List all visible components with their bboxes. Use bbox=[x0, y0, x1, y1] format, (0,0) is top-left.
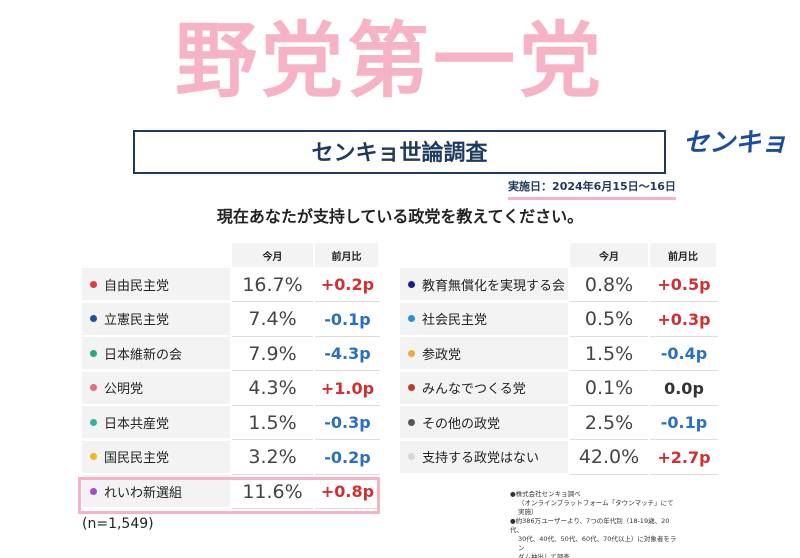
party-label: 支持する政党はない bbox=[422, 451, 540, 466]
party-label: 教育無償化を実現する会 bbox=[422, 278, 566, 294]
change: +0.8p bbox=[315, 475, 380, 509]
party-dot bbox=[408, 280, 415, 288]
change: +0.3p bbox=[650, 303, 718, 337]
date: 実施日：2024年6月15日～16日 bbox=[508, 178, 676, 200]
party-name: 公明党 bbox=[82, 371, 230, 406]
party-dot bbox=[408, 384, 415, 391]
value: 2.5% bbox=[570, 406, 648, 440]
column-header: 前月比 bbox=[315, 243, 378, 267]
change: -0.1p bbox=[315, 303, 380, 337]
party-dot bbox=[408, 453, 415, 460]
party-dot bbox=[90, 453, 97, 460]
party-label: 国民民主党 bbox=[104, 451, 170, 466]
value: 16.7% bbox=[232, 268, 313, 302]
party-dot bbox=[408, 418, 415, 426]
party-name: 自由民主党 bbox=[82, 268, 230, 302]
party-name: 国民民主党 bbox=[82, 440, 230, 475]
party-dot bbox=[90, 384, 97, 391]
party-label: 日本共産党 bbox=[104, 416, 170, 432]
value: 3.2% bbox=[232, 441, 313, 475]
title: 野党第一党 bbox=[174, 14, 605, 109]
party-dot bbox=[408, 349, 415, 357]
column-header: 今月 bbox=[570, 243, 648, 267]
question: 現在あなたが支持している政党を教えてください。 bbox=[216, 207, 584, 226]
change: -0.3p bbox=[315, 406, 380, 440]
change: 0.0p bbox=[650, 372, 718, 406]
party-dot bbox=[90, 315, 97, 322]
party-dot bbox=[90, 418, 97, 426]
logo: センキョ bbox=[683, 128, 788, 158]
change: +0.5p bbox=[650, 268, 718, 302]
party-name: 参政党 bbox=[400, 337, 568, 371]
party-name: 日本共産党 bbox=[82, 406, 230, 440]
party-label: 立憲民主党 bbox=[104, 313, 170, 328]
value: 7.4% bbox=[232, 303, 313, 337]
note-line: ダム抽出して調査 bbox=[518, 553, 570, 558]
party-name: 教育無償化を実現する会 bbox=[400, 268, 568, 302]
party-label: 日本維新の会 bbox=[104, 347, 183, 363]
party-label: 参政党 bbox=[422, 347, 462, 363]
value: 1.5% bbox=[570, 337, 648, 371]
party-dot bbox=[90, 280, 97, 288]
notes: ●株式会社センキョ調べ （オンラインプラットフォーム「タウンマッチ」にて実施） ●約… bbox=[510, 490, 680, 558]
column-header: 今月 bbox=[232, 243, 313, 267]
value: 0.5% bbox=[570, 303, 648, 337]
sample-size: (n=1,549) bbox=[82, 516, 154, 532]
change: -4.3p bbox=[315, 337, 380, 371]
note-line: ●約386万ユーザーより、7つの年代別（18-19歳、20代、 bbox=[510, 517, 670, 534]
party-label: その他の政党 bbox=[422, 416, 501, 432]
value: 4.3% bbox=[232, 372, 313, 406]
note-line: （オンラインプラットフォーム「タウンマッチ」にて実施） bbox=[518, 499, 674, 516]
party-label: れいわ新選組 bbox=[104, 485, 183, 501]
value: 0.8% bbox=[570, 268, 648, 302]
note-line: ●株式会社センキョ調べ bbox=[510, 490, 581, 498]
party-name: その他の政党 bbox=[400, 406, 568, 440]
change: +1.0p bbox=[315, 372, 380, 406]
column-header: 前月比 bbox=[650, 243, 716, 267]
value: 11.6% bbox=[232, 475, 313, 509]
party-name: 社会民主党 bbox=[400, 302, 568, 337]
party-label: 自由民主党 bbox=[104, 278, 170, 294]
party-name: れいわ新選組 bbox=[82, 475, 230, 509]
party-dot bbox=[90, 349, 97, 357]
subtitle: センキョ世論調査 bbox=[133, 130, 666, 174]
change: +2.7p bbox=[650, 441, 718, 475]
value: 1.5% bbox=[232, 406, 313, 440]
value: 7.9% bbox=[232, 337, 313, 371]
party-name: みんなでつくる党 bbox=[400, 371, 568, 406]
party-name: 立憲民主党 bbox=[82, 302, 230, 337]
party-dot bbox=[90, 487, 97, 495]
change: -0.4p bbox=[650, 337, 718, 371]
party-dot bbox=[408, 315, 415, 322]
note-line: 30代、40代、50代、60代、70代以上）に対象者をラン bbox=[518, 535, 677, 552]
change: +0.2p bbox=[315, 268, 380, 302]
change: -0.2p bbox=[315, 441, 380, 475]
highlight bbox=[78, 477, 380, 514]
party-name: 支持する政党はない bbox=[400, 440, 568, 475]
party-label: みんなでつくる党 bbox=[422, 382, 526, 397]
party-label: 社会民主党 bbox=[422, 313, 488, 328]
party-label: 公明党 bbox=[104, 382, 144, 397]
change: -0.1p bbox=[650, 406, 718, 440]
value: 42.0% bbox=[570, 441, 648, 475]
value: 0.1% bbox=[570, 372, 648, 406]
party-name: 日本維新の会 bbox=[82, 337, 230, 371]
